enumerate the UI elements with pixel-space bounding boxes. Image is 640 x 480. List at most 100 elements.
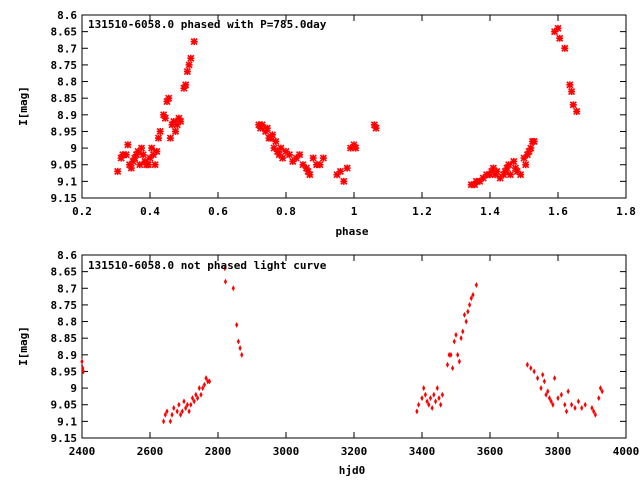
data-point bbox=[136, 161, 144, 169]
unphased-plot-frame bbox=[81, 254, 627, 439]
data-point bbox=[493, 167, 501, 175]
phased-plot: 0.2 0.4 0.6 0.8 1 1.2 1.4 1.6 1.8 8.6 8.65 8.7 8.75 8… bbox=[17, 9, 636, 238]
y-tick-label: 8.7 bbox=[57, 42, 77, 55]
data-point bbox=[285, 151, 293, 159]
data-point bbox=[166, 134, 174, 142]
data-point bbox=[517, 171, 525, 179]
data-point bbox=[127, 164, 135, 172]
data-point bbox=[81, 368, 85, 375]
data-point bbox=[352, 144, 360, 152]
data-point bbox=[439, 401, 443, 408]
data-point bbox=[566, 388, 570, 395]
data-point bbox=[506, 171, 514, 179]
data-point bbox=[179, 411, 183, 418]
x-tick-label: 0.6 bbox=[208, 205, 228, 218]
data-point bbox=[168, 418, 172, 425]
data-point bbox=[177, 117, 185, 126]
unphased-plot-title: 131510-6058.0 not phased light curve bbox=[88, 259, 327, 272]
data-point bbox=[144, 161, 152, 169]
phased-plot-xlabel: phase bbox=[335, 225, 368, 238]
data-point bbox=[185, 61, 193, 69]
x-tick-label: 1.2 bbox=[412, 205, 432, 218]
data-point bbox=[170, 411, 174, 418]
data-point bbox=[207, 378, 212, 385]
data-point bbox=[177, 401, 181, 408]
data-point bbox=[289, 157, 297, 165]
y-tick-label: 8.75 bbox=[51, 59, 78, 72]
data-point bbox=[162, 418, 166, 425]
data-point bbox=[580, 405, 584, 412]
data-point bbox=[139, 151, 147, 159]
data-point bbox=[422, 385, 426, 392]
data-point bbox=[468, 301, 472, 308]
y-tick-label: 8.8 bbox=[57, 316, 77, 329]
phased-plot-points bbox=[114, 24, 581, 189]
y-tick-label: 8.8 bbox=[57, 76, 77, 89]
data-point bbox=[544, 391, 548, 398]
data-point bbox=[573, 405, 577, 412]
data-point bbox=[350, 141, 358, 149]
data-point bbox=[175, 408, 179, 415]
data-point bbox=[151, 161, 159, 169]
data-point bbox=[238, 345, 242, 352]
x-tick-label: 2600 bbox=[137, 445, 164, 458]
data-point bbox=[192, 398, 196, 405]
unphased-plot-axes: 2400 2600 2800 3000 3200 3400 3600 3800 4000 8.6 8… bbox=[51, 249, 640, 458]
y-tick-label: 8.65 bbox=[51, 266, 78, 279]
data-point bbox=[461, 328, 465, 335]
y-tick-label: 9 bbox=[70, 142, 77, 155]
data-point bbox=[180, 408, 184, 415]
data-point bbox=[551, 401, 555, 408]
data-point bbox=[592, 408, 596, 415]
data-point bbox=[296, 151, 304, 159]
y-tick-label: 9.05 bbox=[51, 159, 78, 172]
data-point bbox=[466, 308, 470, 315]
data-point bbox=[187, 408, 191, 415]
data-point bbox=[564, 408, 569, 415]
phased-plot-axes: 0.2 0.4 0.6 0.8 1 1.2 1.4 1.6 1.8 8.6 8.65 8.7 8.75 8… bbox=[51, 9, 636, 218]
data-point bbox=[182, 398, 186, 405]
data-point bbox=[546, 388, 550, 395]
data-point bbox=[549, 398, 553, 405]
data-point bbox=[553, 375, 557, 382]
x-tick-label: 3600 bbox=[477, 445, 504, 458]
data-point bbox=[156, 127, 164, 136]
data-point bbox=[566, 81, 574, 89]
data-point bbox=[154, 134, 163, 142]
y-tick-label: 9.05 bbox=[51, 399, 78, 412]
data-point bbox=[576, 398, 580, 405]
data-point bbox=[199, 391, 203, 398]
data-point bbox=[445, 361, 450, 368]
data-point bbox=[185, 401, 189, 408]
data-point bbox=[197, 385, 201, 392]
data-point bbox=[462, 311, 467, 318]
data-point bbox=[451, 365, 455, 372]
data-point bbox=[556, 34, 564, 42]
y-tick-label: 9 bbox=[70, 382, 77, 395]
data-point bbox=[556, 395, 560, 402]
data-point bbox=[114, 167, 122, 175]
data-point bbox=[279, 154, 287, 162]
y-tick-label: 9.15 bbox=[51, 432, 78, 445]
y-tick-label: 9.1 bbox=[57, 415, 77, 428]
data-point bbox=[194, 391, 198, 398]
data-point bbox=[590, 405, 594, 412]
data-point bbox=[598, 385, 603, 392]
data-point bbox=[204, 375, 208, 382]
data-point bbox=[474, 281, 478, 288]
data-point bbox=[184, 405, 188, 412]
data-point bbox=[471, 291, 475, 298]
x-tick-label: 1.8 bbox=[616, 205, 636, 218]
data-point bbox=[415, 408, 419, 415]
data-point bbox=[263, 124, 271, 132]
y-tick-label: 8.6 bbox=[57, 249, 77, 262]
data-point bbox=[427, 401, 431, 408]
data-point bbox=[456, 351, 460, 358]
data-point bbox=[464, 318, 468, 325]
data-point bbox=[425, 398, 429, 405]
x-tick-label: 0.2 bbox=[72, 205, 92, 218]
data-point bbox=[569, 101, 577, 109]
data-point bbox=[539, 385, 543, 392]
data-point bbox=[447, 351, 451, 358]
x-tick-label: 1 bbox=[351, 205, 358, 218]
